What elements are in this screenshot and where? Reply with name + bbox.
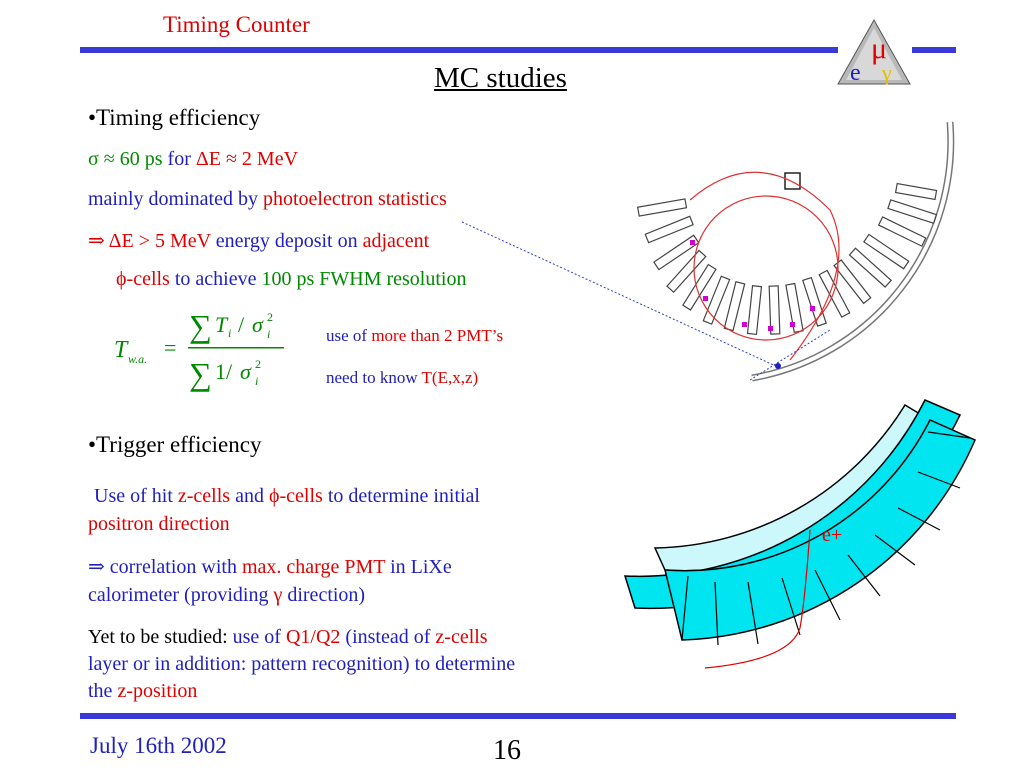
slide-title: MC studies <box>434 62 567 94</box>
sigma-line: σ ≈ 60 ps for ΔE ≈ 2 MeV <box>88 148 299 170</box>
formula-num-sub: i <box>228 326 231 340</box>
formula-num-slash: / <box>238 312 245 337</box>
formula-num-sigma-sub: i <box>267 327 270 341</box>
formula-den-one: 1 <box>215 359 226 384</box>
trigger-p1: Use of hit z-cells and ϕ-cells to determ… <box>88 485 480 535</box>
trigger-p2: ⇒ correlation with max. charge PMT in Li… <box>88 556 452 606</box>
phi-cells-line: ϕ-cells to achieve 100 ps FWHM resolutio… <box>116 268 467 290</box>
cell-dividers <box>681 431 971 646</box>
logo-triangle-icon: μ e γ <box>837 18 911 86</box>
positron-label: e+ <box>822 524 842 546</box>
formula-sum-bottom: ∑ <box>189 356 212 392</box>
calorimeter-diagram: e+ <box>600 385 980 685</box>
calorimeter-sector-view: e+ <box>623 399 976 669</box>
trigger-p3: Yet to be studied: use of Q1/Q2 (instead… <box>88 626 516 702</box>
track-circle <box>693 195 839 341</box>
bottom-divider <box>80 713 956 719</box>
formula-lhs: T <box>114 337 129 363</box>
logo-gamma: γ <box>881 60 892 85</box>
target-square <box>784 172 801 190</box>
formula-den-sup: 2 <box>255 357 261 371</box>
top-divider <box>80 47 838 53</box>
formula-den-sigma-sub: i <box>255 374 258 388</box>
section-title: Timing Counter <box>163 12 310 37</box>
outer-arc <box>751 121 955 382</box>
formula-equals: = <box>164 335 176 360</box>
logo-mu: μ <box>871 32 887 65</box>
weighted-average-formula: T w.a. = ∑ T i / σ 2 i ∑ 1 / σ 2 i <box>112 305 297 395</box>
formula-sum-top: ∑ <box>189 308 212 344</box>
formula-num-sigma: σ <box>252 312 264 337</box>
page-number: 16 <box>493 735 521 766</box>
trigger-heading: •Trigger efficiency <box>88 432 262 457</box>
formula-den-slash: / <box>226 359 233 384</box>
scintillator-bars <box>636 182 938 336</box>
formula-num-sup: 2 <box>267 310 273 324</box>
note-pmt: use of more than 2 PMT’s <box>326 326 504 345</box>
meg-logo: μ e γ <box>836 18 912 86</box>
note-need-to-know: need to know T(E,x,z) <box>326 368 479 387</box>
formula-lhs-sub: w.a. <box>128 352 147 366</box>
dominated-line: mainly dominated by photoelectron statis… <box>88 188 447 210</box>
top-divider-right <box>912 47 956 53</box>
footer-date: July 16th 2002 <box>90 733 227 758</box>
formula-num-var: T <box>215 312 229 337</box>
deposit-line: ⇒ ΔE > 5 MeV energy deposit on adjacent <box>88 230 430 252</box>
logo-e: e <box>850 60 861 86</box>
detector-top-view <box>461 121 955 382</box>
timing-counter-diagram <box>440 110 980 390</box>
hit-markers <box>690 240 815 331</box>
track-curve <box>689 171 840 361</box>
formula-den-sigma: σ <box>240 359 252 384</box>
formula-fraction-bar <box>188 347 284 349</box>
positron-track <box>704 529 811 669</box>
timing-heading: •Timing efficiency <box>88 105 261 130</box>
